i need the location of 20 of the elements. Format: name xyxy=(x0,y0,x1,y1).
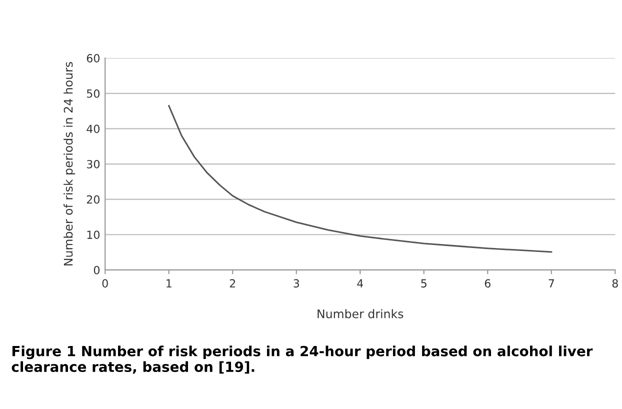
x-tick-label: 6 xyxy=(484,279,490,288)
x-tick-label: 7 xyxy=(548,279,554,288)
x-tick-label: 1 xyxy=(166,279,172,288)
y-tick-label: 60 xyxy=(86,54,100,62)
x-tick-label: 4 xyxy=(357,279,364,288)
y-tick-label: 0 xyxy=(94,266,100,274)
x-tick-label: 8 xyxy=(612,279,618,288)
x-tick-label: 5 xyxy=(421,279,426,288)
y-tick-label: 10 xyxy=(87,230,100,240)
x-axis-title: Number drinks xyxy=(318,309,404,318)
y-tick-label: 40 xyxy=(86,124,100,134)
x-tick-label: 3 xyxy=(294,279,300,288)
y-tick-label: 30 xyxy=(86,160,100,168)
y-axis-title: Number of risk periods in 24 hours xyxy=(64,62,76,266)
caption: Figure 1 Number of risk periods in a 24-hour period based on alcohol liver clearance rates, based on [19]. xyxy=(12,346,593,374)
x-tick-label: 0 xyxy=(102,279,108,288)
line-series xyxy=(168,104,552,253)
y-tick-label: 20 xyxy=(86,195,100,204)
y-tick-label: 50 xyxy=(86,89,100,98)
x-tick-label: 2 xyxy=(230,279,236,288)
